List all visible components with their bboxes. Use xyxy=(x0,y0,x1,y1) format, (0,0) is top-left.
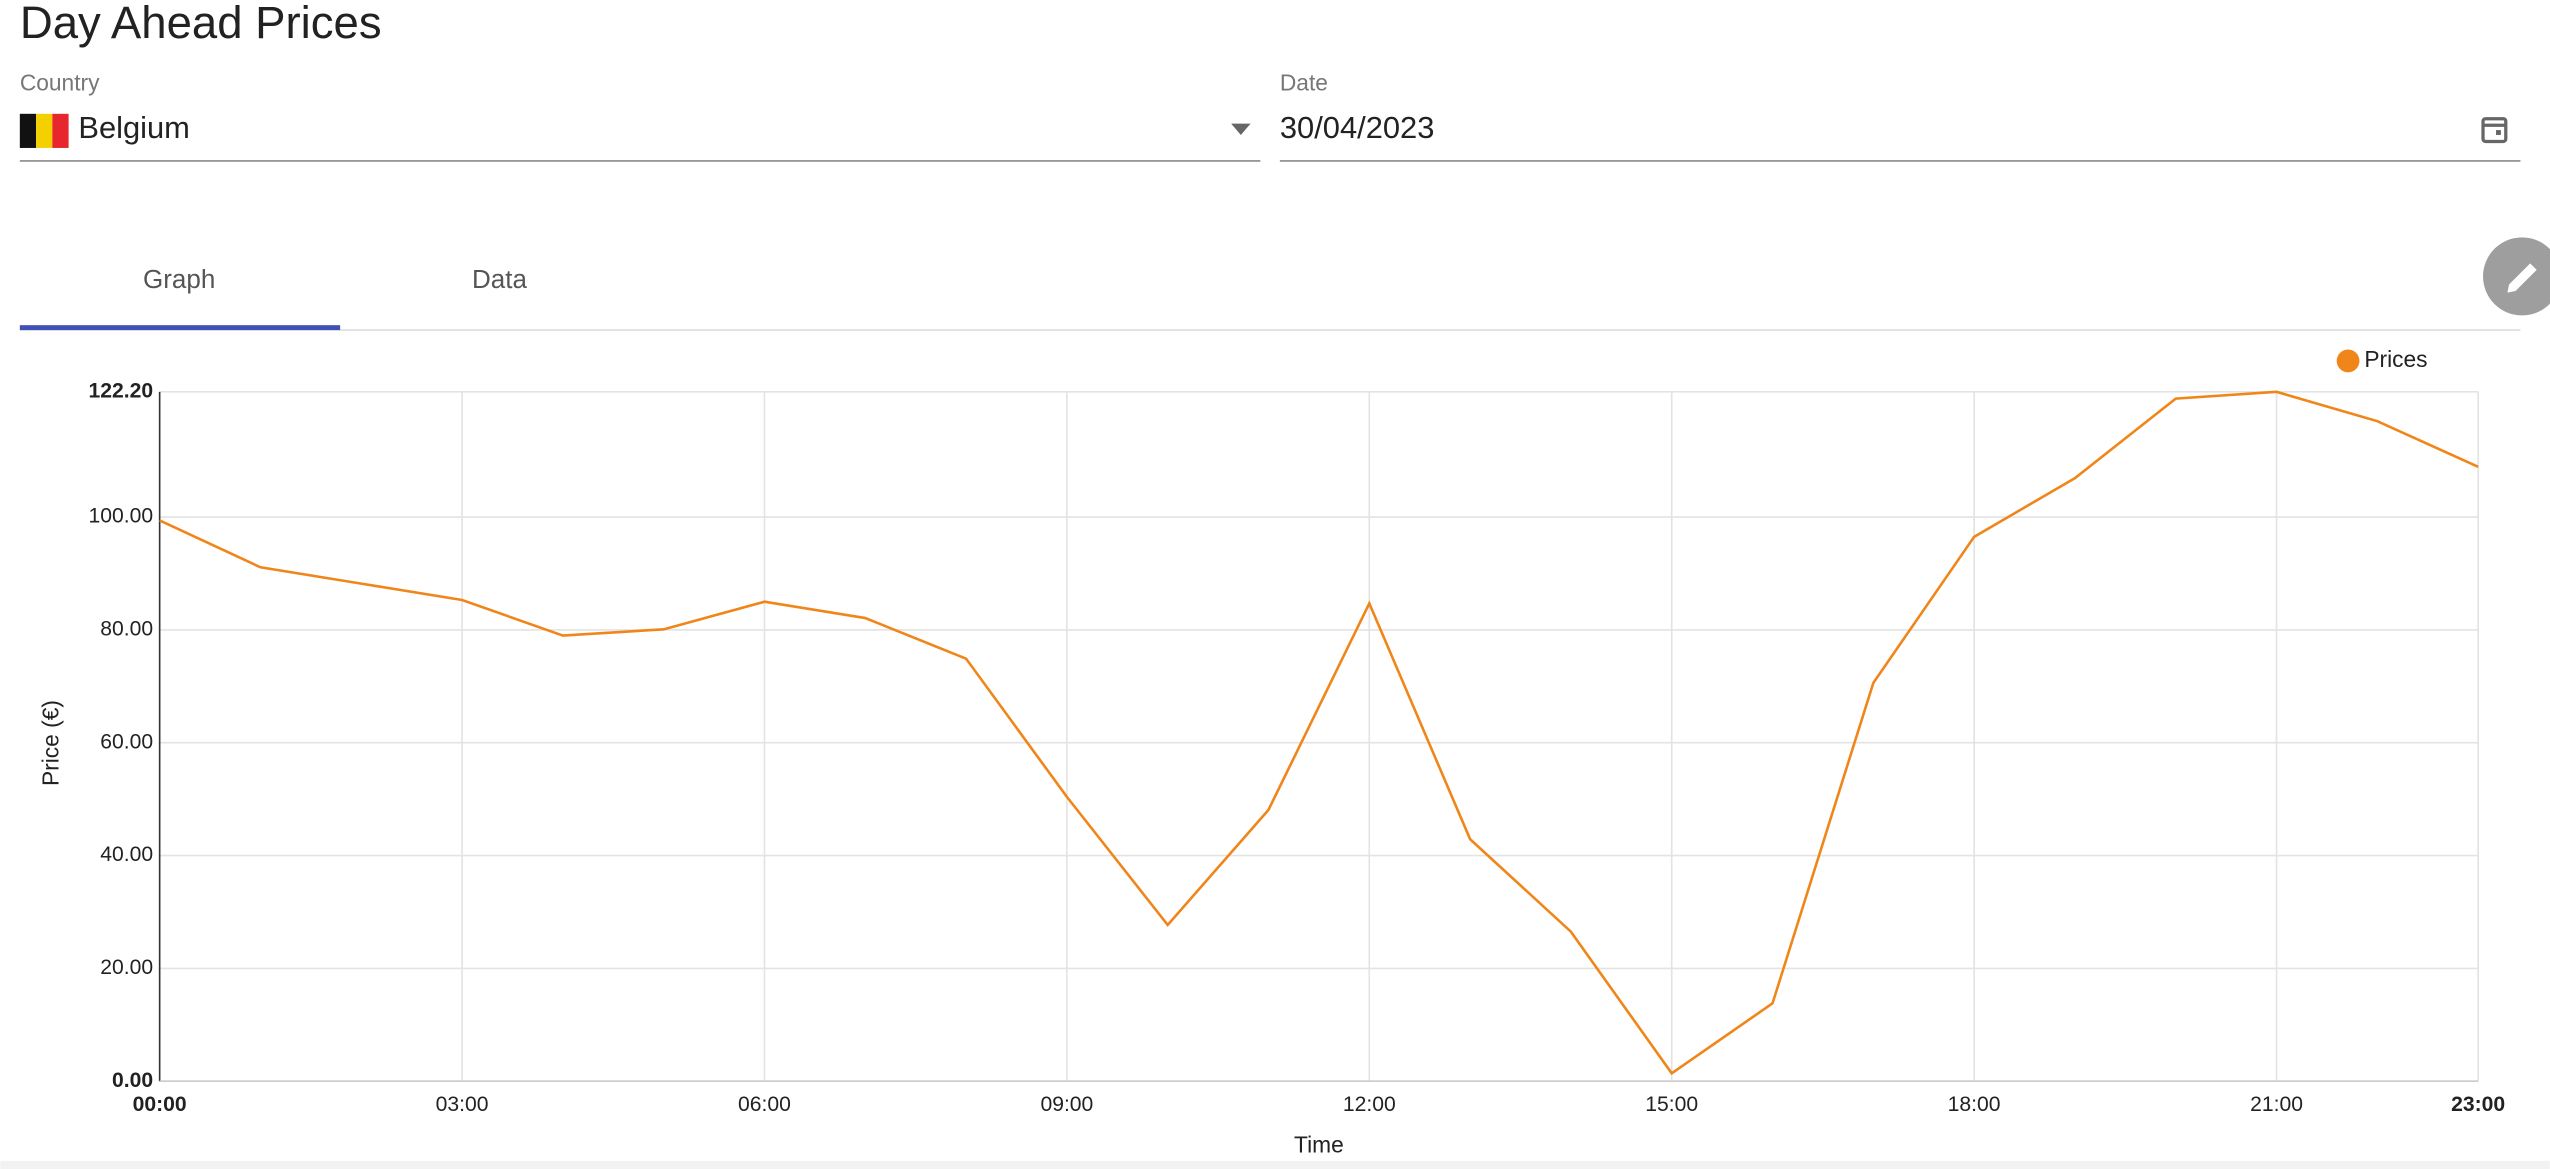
y-tick-label: 0.00 xyxy=(112,1069,153,1092)
y-tick-label: 80.00 xyxy=(100,617,153,640)
y-axis-title: Price (€) xyxy=(37,700,63,786)
x-tick-label: 18:00 xyxy=(1948,1093,2001,1116)
y-tick-label: 20.00 xyxy=(100,956,153,979)
date-label: Date xyxy=(1280,70,1328,96)
legend-label: Prices xyxy=(2364,346,2427,372)
y-tick-label: 100.00 xyxy=(89,505,154,528)
x-tick-label: 23:00 xyxy=(2451,1093,2505,1116)
active-tab-indicator xyxy=(19,325,341,331)
x-tick-label: 00:00 xyxy=(133,1093,187,1116)
y-tick-label: 40.00 xyxy=(100,843,153,866)
country-select[interactable]: Belgium xyxy=(78,110,190,145)
y-tick-label: 60.00 xyxy=(100,730,153,753)
dropdown-arrow[interactable] xyxy=(1231,123,1251,135)
footer-strip xyxy=(0,1160,2550,1169)
x-tick-label: 03:00 xyxy=(436,1093,489,1116)
y-tick-label: 122.20 xyxy=(89,379,154,402)
line-series xyxy=(159,390,2479,1076)
calendar-icon[interactable] xyxy=(2481,117,2508,144)
x-tick-label: 09:00 xyxy=(1040,1093,1093,1116)
x-axis-title: Time xyxy=(1294,1131,1344,1157)
tab[interactable]: Graph xyxy=(143,264,215,294)
page-title: Day Ahead Prices xyxy=(20,0,382,48)
x-tick-label: 06:00 xyxy=(738,1093,791,1116)
legend-marker xyxy=(2336,349,2360,373)
country-label: Country xyxy=(20,70,100,96)
edit-button[interactable] xyxy=(2483,237,2550,316)
flag xyxy=(19,113,69,148)
plot: 0.00 20.00 40.00 60.00 80.00 100.00 122.20 00:0… xyxy=(89,346,2506,1116)
tab[interactable]: Data xyxy=(472,264,527,294)
date-input[interactable]: 30/04/2023 xyxy=(1280,110,1435,145)
x-tick-label: 21:00 xyxy=(2250,1093,2303,1116)
x-tick-label: 12:00 xyxy=(1343,1093,1396,1116)
x-tick-label: 15:00 xyxy=(1645,1093,1698,1116)
